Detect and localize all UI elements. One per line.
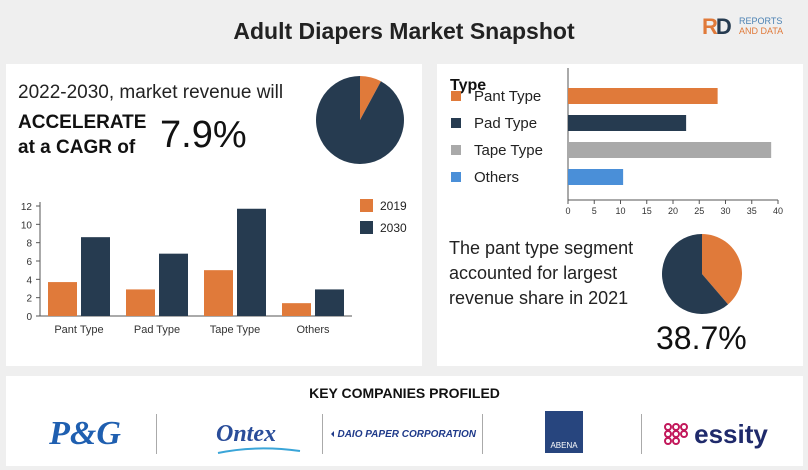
x-tick-label: 10 <box>615 206 625 216</box>
cagr-value: 7.9% <box>160 114 247 156</box>
bar-2030 <box>159 253 188 316</box>
type-share-panel <box>437 64 803 366</box>
share-description: The pant type segment accounted for larg… <box>449 236 659 311</box>
y-tick-label: 10 <box>21 220 33 231</box>
cagr-headline: 2022-2030, market revenue will <box>18 82 284 103</box>
share-text-line-2: accounted for largest <box>449 263 618 283</box>
logo-line-2: AND DATA <box>739 26 784 36</box>
y-tick-label: 2 <box>26 294 32 305</box>
legend-swatch <box>451 91 461 101</box>
legend-label: Pant Type <box>474 88 541 105</box>
share-text-line-1: The pant type segment <box>449 238 634 258</box>
bar-others <box>568 169 624 185</box>
share-text-line-3: revenue share in 2021 <box>449 288 629 308</box>
legend-label: Others <box>474 169 519 186</box>
y-tick-label: 12 <box>21 202 33 213</box>
company-logo-abena[interactable]: ABENA <box>545 411 583 453</box>
legend-label: Tape Type <box>474 142 543 159</box>
legend-swatch <box>451 145 461 155</box>
x-tick-label: Pad Type <box>134 324 180 336</box>
bar-2030 <box>237 208 266 316</box>
x-tick-label: 40 <box>773 206 783 216</box>
legend-swatch <box>451 172 461 182</box>
market-size-bar-chart: 0 2 4 6 8 10 12 Pant Type Pad Type Tape Type Other… <box>21 199 407 336</box>
bar-2019 <box>204 270 233 316</box>
company-logo-pg[interactable]: P&G <box>30 412 140 456</box>
bar-2019 <box>48 282 77 316</box>
page-title: Adult Diapers Market Snapshot <box>233 18 575 44</box>
legend-label: 2019 <box>380 199 407 213</box>
x-tick-label: Pant Type <box>54 324 103 336</box>
y-tick-label: 4 <box>26 275 32 286</box>
reports-and-data-logo[interactable]: RD REPORTS AND DATA <box>702 12 802 39</box>
bar-pad-type <box>568 115 687 131</box>
legend-swatch <box>360 221 373 234</box>
ontex-logo-text: Ontex <box>216 420 276 447</box>
x-tick-label: 25 <box>694 206 704 216</box>
accelerate-line-1: ACCELERATE <box>18 112 147 133</box>
legend-swatch <box>360 199 373 212</box>
bar-2019 <box>282 303 311 316</box>
bar-2030 <box>81 237 110 316</box>
legend-swatch <box>451 118 461 128</box>
x-tick-label: 5 <box>592 206 597 216</box>
divider <box>156 414 157 454</box>
pie-slice <box>360 76 381 120</box>
company-logo-daio[interactable]: DAIO PAPER CORPORATION <box>330 412 476 456</box>
company-logo-ontex[interactable]: Ontex <box>176 412 316 456</box>
share-pie-chart <box>662 234 742 314</box>
daio-logo-text: DAIO PAPER CORPORATION <box>337 428 476 440</box>
rd-logo-icon: RD <box>702 14 732 39</box>
x-tick-label: Tape Type <box>210 324 261 336</box>
y-tick-label: 6 <box>26 257 32 268</box>
x-tick-label: 20 <box>668 206 678 216</box>
pie-slice <box>316 76 404 164</box>
divider <box>482 414 483 454</box>
ontex-swoosh-icon <box>217 446 301 454</box>
accelerate-line-2: at a CAGR of <box>18 137 136 158</box>
share-value: 38.7% <box>656 320 747 356</box>
legend-label: 2030 <box>380 221 407 235</box>
pie-slice <box>702 234 742 305</box>
essity-dots-icon <box>664 423 689 445</box>
x-tick-label: 0 <box>565 206 570 216</box>
bar-2019 <box>126 289 155 316</box>
x-tick-label: 35 <box>747 206 757 216</box>
x-tick-label: 30 <box>720 206 730 216</box>
essity-logo-text: essity <box>694 418 768 449</box>
companies-panel <box>6 376 803 466</box>
legend-title: Type <box>450 77 486 94</box>
y-tick-label: 0 <box>26 312 32 323</box>
logo-line-1: REPORTS <box>739 16 783 26</box>
y-tick-label: 8 <box>26 239 32 250</box>
pg-logo-text: P&G <box>49 415 121 452</box>
daio-mark-icon <box>331 430 335 438</box>
type-share-bar-chart: Type 0 5 10 15 20 25 30 35 40 Pant Type Pad Type Tap… <box>450 68 783 216</box>
cagr-pie-chart <box>316 76 404 164</box>
divider <box>641 414 642 454</box>
bar-tape-type <box>568 142 772 158</box>
bar-2030 <box>315 289 344 316</box>
divider <box>322 414 323 454</box>
accelerate-text: ACCELERATE at a CAGR of <box>18 110 146 160</box>
bar-pant-type <box>568 88 718 104</box>
legend-label: Pad Type <box>474 115 537 132</box>
x-tick-label: 15 <box>642 206 652 216</box>
companies-heading: KEY COMPANIES PROFILED <box>309 385 500 401</box>
pie-slice <box>662 234 729 314</box>
company-logo-essity[interactable]: essity <box>660 412 770 456</box>
x-tick-label: Others <box>296 324 330 336</box>
abena-logo-text: ABENA <box>550 441 578 450</box>
